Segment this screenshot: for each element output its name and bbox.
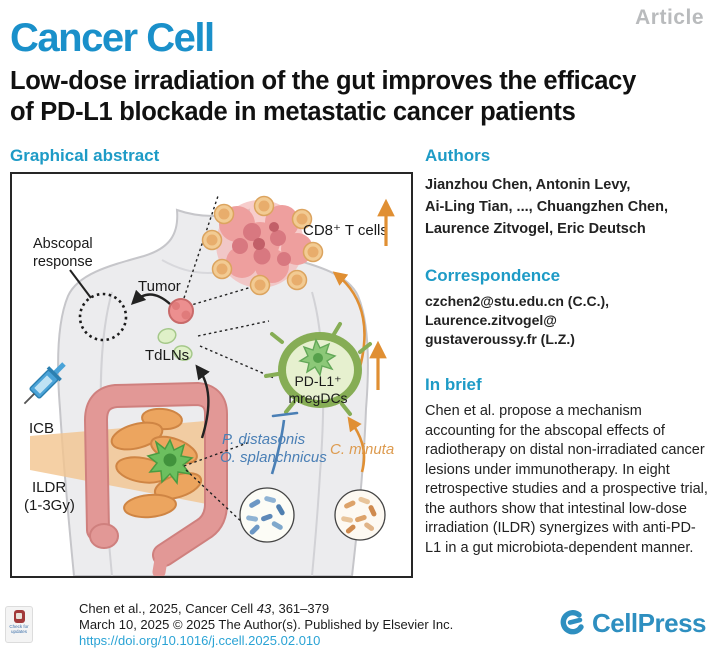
cd8-t-cells-icons xyxy=(201,195,324,296)
blue-bacteria-inset xyxy=(239,487,295,543)
gut-dendritic-cell-icon xyxy=(146,438,194,485)
tumor-group: Tumor xyxy=(130,278,194,324)
correspondence-line: gustaveroussy.fr (L.Z.) xyxy=(425,331,575,347)
microbiota-effect-arrows xyxy=(270,411,366,475)
c-minuta-label: C. minuta xyxy=(330,441,394,458)
mregdc-cell-group: PD-L1⁺ mregDCs xyxy=(264,271,387,416)
article-title-line1: Low-dose irradiation of the gut improves… xyxy=(10,67,636,95)
intestines-illustration xyxy=(84,382,228,579)
article-title: Low-dose irradiation of the gut improves… xyxy=(10,66,710,128)
tdlns-label: TdLNs xyxy=(145,347,189,364)
graphical-abstract-svg: Abscopal response Tumor TdLNs xyxy=(23,195,395,579)
ildr-label-line1: ILDR xyxy=(32,479,66,496)
article-title-line2: of PD-L1 blockade in metastatic cancer p… xyxy=(10,98,576,127)
abscopal-dotted-circle xyxy=(78,292,128,342)
abscopal-response-group: Abscopal response xyxy=(33,236,128,342)
graphical-abstract-figure: Abscopal response Tumor TdLNs xyxy=(10,172,413,579)
correspondence-emails: czchen2@stu.edu.cn (C.C.), Laurence.zitv… xyxy=(425,292,710,349)
citation-line: Chen et al., 2025, Cancer Cell 43, 361–3… xyxy=(79,601,453,617)
cd8-tumor-cluster: CD8⁺ T cells xyxy=(201,195,395,296)
copyright-line: March 10, 2025 © 2025 The Author(s). Pub… xyxy=(79,617,454,632)
abscopal-label-line1: Abscopal xyxy=(33,236,93,252)
authors-line: Jianzhou Chen, Antonin Levy, xyxy=(425,177,631,193)
citation-pre: Chen et al., 2025, Cancer Cell xyxy=(79,601,257,616)
correspondence-line: czchen2@stu.edu.cn (C.C.), xyxy=(425,293,610,309)
tdlns-group: TdLNs xyxy=(145,327,210,439)
cellpress-logo-icon xyxy=(560,610,584,635)
cellpress-logo-text: CellPress xyxy=(591,608,707,638)
check-for-updates-icon xyxy=(13,610,25,623)
o-splanchnicus-label: O. splanchnicus xyxy=(220,449,327,466)
abscopal-label-line2: response xyxy=(33,254,93,270)
authors-heading: Authors xyxy=(425,146,491,165)
article-type-label: Article xyxy=(635,6,704,29)
p-distasonis-label: P. distasonis xyxy=(222,431,306,448)
mregdcs-label: mregDCs xyxy=(288,390,347,406)
doi-link[interactable]: https://doi.org/10.1016/j.ccell.2025.02.… xyxy=(79,633,321,648)
citation-volume: 43 xyxy=(256,601,272,616)
info-column: Authors Jianzhou Chen, Antonin Levy, Ai-… xyxy=(425,146,710,558)
authors-line: Ai-Ling Tian, ..., Chuangzhen Chen, xyxy=(425,199,669,215)
pdl1-label: PD-L1⁺ xyxy=(294,373,341,389)
citation-block: Chen et al., 2025, Cancer Cell 43, 361–3… xyxy=(79,601,453,648)
check-for-updates-badge[interactable]: Check for updates xyxy=(5,606,33,643)
icb-label: ICB xyxy=(29,420,54,437)
ildr-label-line2: (1-3Gy) xyxy=(24,497,75,514)
authors-line: Laurence Zitvogel, Eric Deutsch xyxy=(425,221,646,237)
graphical-abstract-heading: Graphical abstract xyxy=(10,146,160,165)
authors-list: Jianzhou Chen, Antonin Levy, Ai-Ling Tia… xyxy=(425,174,710,240)
correspondence-line: Laurence.zitvogel@ xyxy=(425,312,557,328)
orange-bacteria-inset xyxy=(334,489,386,541)
in-brief-heading: In brief xyxy=(425,375,482,394)
in-brief-text: Chen et al. propose a mechanism accounti… xyxy=(425,403,708,556)
correspondence-heading: Correspondence xyxy=(425,266,561,285)
icb-syringe-icon xyxy=(23,362,66,405)
citation-pages: , 361–379 xyxy=(271,601,330,616)
tumor-label: Tumor xyxy=(138,278,181,295)
cellpress-logo[interactable]: CellPress xyxy=(559,608,707,639)
journal-logo: Cancer Cell xyxy=(10,16,215,60)
cd8-t-cells-label: CD8⁺ T cells xyxy=(303,222,388,239)
check-for-updates-label: Check for updates xyxy=(9,624,29,634)
dotted-connector-lines xyxy=(183,195,275,525)
